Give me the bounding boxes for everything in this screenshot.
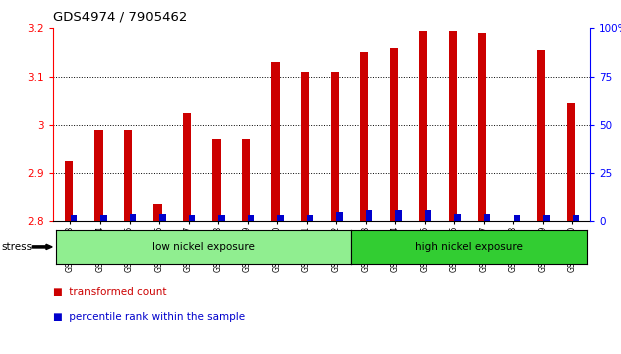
- Text: ■  percentile rank within the sample: ■ percentile rank within the sample: [53, 312, 245, 322]
- Bar: [337, 212, 343, 221]
- Bar: [389, 47, 398, 221]
- Bar: [130, 213, 137, 221]
- Bar: [448, 31, 457, 221]
- Bar: [65, 161, 73, 221]
- Bar: [425, 210, 432, 221]
- Bar: [71, 216, 77, 221]
- Bar: [189, 216, 196, 221]
- Bar: [271, 62, 279, 221]
- Bar: [478, 33, 486, 221]
- Text: stress: stress: [2, 242, 33, 252]
- Bar: [543, 216, 550, 221]
- Bar: [566, 103, 575, 221]
- Bar: [219, 216, 225, 221]
- Bar: [573, 216, 579, 221]
- Bar: [101, 216, 107, 221]
- Bar: [212, 139, 220, 221]
- Bar: [248, 216, 255, 221]
- Bar: [278, 216, 284, 221]
- Bar: [537, 50, 545, 221]
- Bar: [514, 216, 520, 221]
- Bar: [160, 213, 166, 221]
- Bar: [301, 72, 309, 221]
- Bar: [455, 213, 461, 221]
- Text: low nickel exposure: low nickel exposure: [152, 242, 255, 252]
- Bar: [94, 130, 102, 221]
- Bar: [360, 52, 368, 221]
- Bar: [330, 72, 339, 221]
- Bar: [242, 139, 250, 221]
- Bar: [366, 210, 373, 221]
- Bar: [183, 113, 191, 221]
- Bar: [396, 210, 402, 221]
- Text: ■  transformed count: ■ transformed count: [53, 287, 166, 297]
- Bar: [124, 130, 132, 221]
- Bar: [153, 204, 161, 221]
- Text: high nickel exposure: high nickel exposure: [415, 242, 523, 252]
- Text: GDS4974 / 7905462: GDS4974 / 7905462: [53, 11, 187, 24]
- Bar: [484, 213, 491, 221]
- Bar: [419, 31, 427, 221]
- Bar: [307, 216, 314, 221]
